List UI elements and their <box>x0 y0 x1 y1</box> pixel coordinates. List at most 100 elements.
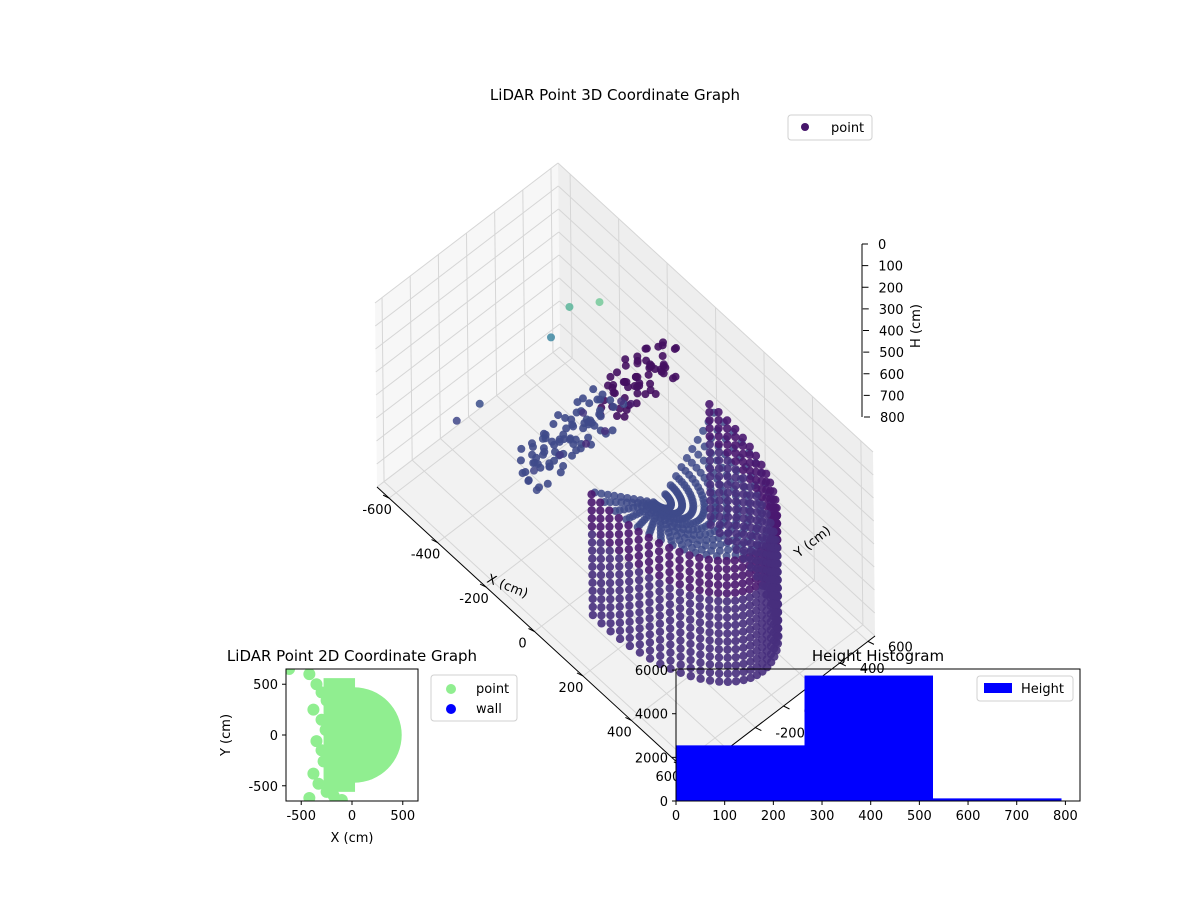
point-marker <box>606 372 615 381</box>
point-marker <box>773 624 783 633</box>
grid-line <box>375 277 560 419</box>
point-marker <box>672 472 681 481</box>
point-marker <box>625 617 634 627</box>
x-tick-label-3d: 200 <box>559 681 584 696</box>
y-tick-label-2d: -500 <box>248 780 278 795</box>
histogram-bar <box>676 745 805 801</box>
point-marker <box>676 636 685 645</box>
point-marker <box>714 661 724 670</box>
point-marker <box>635 600 644 609</box>
point-marker <box>722 581 732 590</box>
point-marker <box>705 440 714 449</box>
point-marker <box>666 632 675 641</box>
y-tick-label-2d: 500 <box>253 678 278 693</box>
grid-line <box>375 208 559 350</box>
point-marker <box>746 555 756 564</box>
point-marker <box>666 656 675 665</box>
legend-2d: point wall <box>430 674 518 722</box>
point-marker <box>732 545 741 554</box>
x-tick-label-hist: 400 <box>858 809 883 824</box>
point-marker <box>706 480 715 489</box>
x-tick-label-3d: -200 <box>459 592 489 607</box>
point-marker <box>315 744 328 757</box>
point-marker <box>696 674 705 683</box>
y-tick-label-3d: 600 <box>888 640 913 655</box>
point-marker <box>739 522 748 531</box>
point-marker <box>670 344 679 353</box>
point-marker <box>704 579 714 589</box>
point-marker <box>738 627 748 636</box>
grid-line <box>376 323 561 465</box>
point-marker <box>625 593 634 602</box>
point-marker <box>633 359 642 368</box>
point-marker <box>634 567 644 577</box>
point-marker <box>731 652 740 662</box>
point-marker <box>705 472 715 481</box>
point-marker <box>615 554 624 563</box>
point-marker <box>704 587 714 597</box>
z-tick-label-3d: 500 <box>879 346 904 361</box>
point-marker <box>767 599 776 608</box>
point-marker <box>745 450 754 460</box>
point-marker <box>715 512 724 521</box>
point-marker <box>705 668 715 677</box>
point-marker <box>549 420 558 429</box>
point-marker <box>588 602 597 612</box>
point-marker <box>714 588 723 598</box>
point-marker <box>609 388 618 397</box>
point-marker <box>659 338 668 347</box>
point-marker <box>597 489 606 498</box>
point-marker <box>770 607 779 617</box>
point-marker <box>732 529 741 538</box>
point-marker <box>731 636 740 646</box>
point-marker <box>676 660 685 669</box>
point-marker <box>651 390 660 399</box>
point-marker <box>731 628 740 638</box>
point-marker <box>605 538 614 547</box>
point-marker <box>554 411 563 420</box>
point-marker <box>685 591 695 600</box>
point-marker <box>665 567 674 577</box>
point-marker <box>714 456 724 465</box>
point-marker <box>713 580 723 590</box>
point-marker <box>705 416 714 425</box>
point-marker <box>696 650 705 659</box>
legend-2d-wall-label: wall <box>476 702 502 717</box>
point-marker <box>615 602 624 611</box>
point-marker <box>613 411 622 420</box>
x-tick-label-hist: 300 <box>810 809 835 824</box>
point-marker <box>595 298 604 307</box>
point-marker <box>625 625 634 635</box>
y-tick-label-2d: 0 <box>270 729 278 744</box>
point-marker <box>626 399 635 408</box>
point-marker <box>714 424 723 433</box>
point-marker <box>686 671 696 681</box>
point-marker <box>655 603 664 612</box>
point-marker <box>723 637 732 646</box>
point-marker <box>538 434 547 443</box>
point-marker <box>763 590 772 599</box>
point-marker <box>666 640 675 649</box>
point-marker <box>655 571 664 580</box>
x-tick-label-2d: -500 <box>286 809 316 824</box>
point-marker <box>452 416 461 425</box>
point-marker <box>312 777 325 790</box>
legend-2d-point-marker <box>446 684 456 694</box>
point-marker <box>745 442 754 452</box>
point-marker <box>714 621 723 630</box>
point-marker <box>587 498 596 507</box>
point-marker <box>654 539 664 548</box>
point-marker <box>596 498 605 507</box>
point-marker <box>286 669 296 675</box>
point-marker <box>606 611 615 620</box>
chart-2d-points <box>286 669 402 801</box>
point-marker <box>731 604 740 614</box>
histogram-bars <box>676 675 1062 801</box>
point-marker <box>588 610 598 620</box>
point-marker <box>722 416 732 425</box>
point-marker <box>556 468 565 477</box>
point-marker <box>685 551 694 560</box>
point-marker <box>730 588 740 597</box>
point-marker <box>772 646 781 655</box>
point-marker <box>695 553 704 563</box>
